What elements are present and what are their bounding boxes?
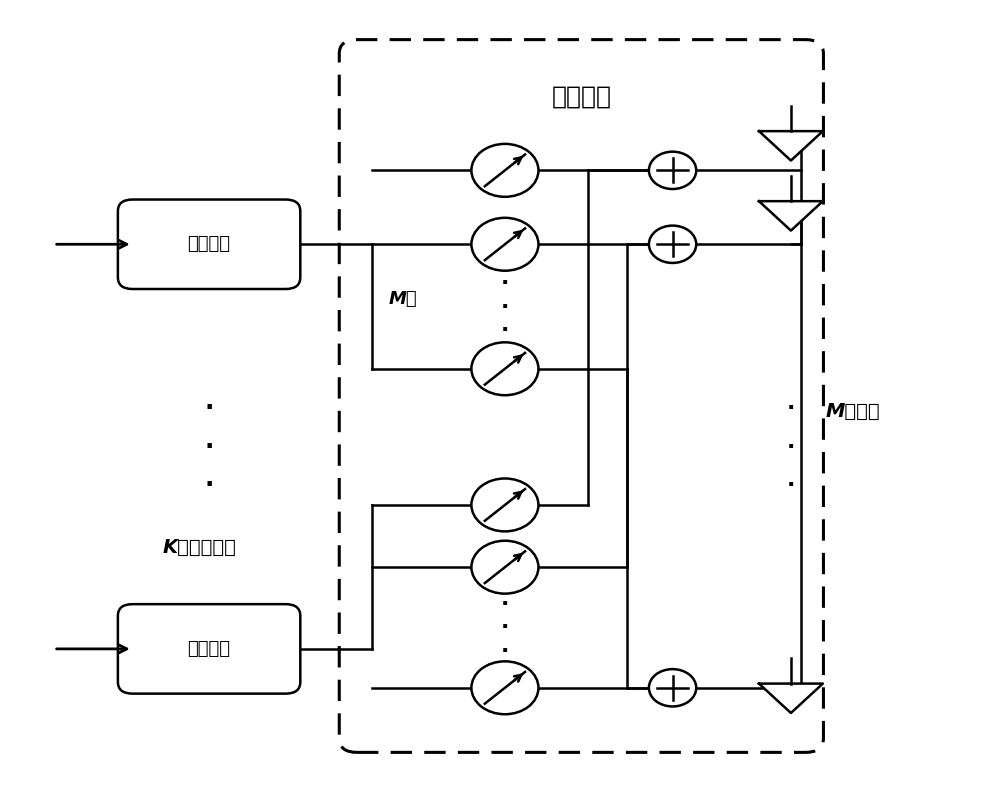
Text: ·: · [204,396,214,420]
Text: M个: M个 [389,290,417,308]
Text: ·: · [204,435,214,459]
Text: ·: · [787,475,795,496]
Text: M个天线: M个天线 [825,402,880,421]
FancyBboxPatch shape [118,200,300,289]
Polygon shape [759,131,823,161]
Circle shape [471,541,538,594]
Polygon shape [759,683,823,713]
Text: 射频链路: 射频链路 [188,235,231,253]
Polygon shape [759,201,823,230]
Text: ·: · [501,273,509,293]
Text: ·: · [501,320,509,340]
Circle shape [649,152,696,189]
FancyBboxPatch shape [118,604,300,694]
Circle shape [471,218,538,271]
Circle shape [471,144,538,196]
Text: ·: · [501,618,509,638]
Text: ·: · [204,474,214,497]
Text: 移相网络: 移相网络 [551,85,611,109]
FancyBboxPatch shape [339,40,823,752]
Text: ·: · [787,398,795,417]
Text: ·: · [501,594,509,614]
Text: ·: · [787,436,795,456]
Circle shape [471,661,538,714]
Text: ·: · [501,296,509,317]
Circle shape [471,342,538,395]
Circle shape [649,669,696,706]
Text: K个射频链路: K个射频链路 [162,539,236,558]
Circle shape [471,478,538,531]
Text: 射频链路: 射频链路 [188,640,231,658]
Circle shape [649,226,696,263]
Text: ·: · [501,641,509,661]
